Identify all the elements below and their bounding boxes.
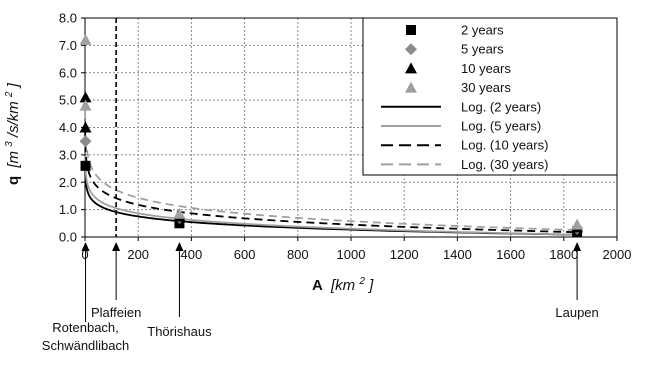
data-point-30-years xyxy=(173,207,186,219)
x-axis-label: A [km 2 ] xyxy=(312,271,374,294)
annotation-label: Laupen xyxy=(555,305,598,320)
data-point-30-years xyxy=(79,33,92,45)
legend-label: Log. (10 years) xyxy=(461,138,548,153)
y-tick-label: 7.0 xyxy=(59,38,77,53)
annotation-arrowhead xyxy=(112,242,121,251)
x-tick-label: 1600 xyxy=(496,247,525,262)
y-axis-label: q [m 3 /s/km 2 ] xyxy=(0,82,22,185)
annotation-label: Plaffeien xyxy=(91,305,141,320)
y-tick-label: 5.0 xyxy=(59,93,77,108)
annotation-label: Rotenbach, xyxy=(52,320,119,335)
site-annotations: Rotenbach, Schwändlibach Plaffeien Thörisha… xyxy=(42,242,599,353)
legend-label: 5 years xyxy=(461,42,504,57)
legend: 2 years 5 years 10 years 30 years Log. (2 ye… xyxy=(362,17,618,176)
annotation-label: Schwändlibach xyxy=(42,338,129,353)
annotation-arrowhead xyxy=(573,242,582,251)
y-tick-labels: 0.0 1.0 2.0 3.0 4.0 5.0 6.0 7.0 8.0 xyxy=(59,11,77,245)
x-tick-label: 1000 xyxy=(337,247,366,262)
data-points xyxy=(79,33,584,237)
data-point-5-years xyxy=(79,135,92,148)
annotation-arrowhead xyxy=(81,242,90,251)
x-tick-label: 2000 xyxy=(603,247,632,262)
y-tick-label: 2.0 xyxy=(59,175,77,190)
legend-label: Log. (30 years) xyxy=(461,157,548,172)
data-point-30-years xyxy=(571,218,584,230)
x-tick-label: 0 xyxy=(81,247,88,262)
y-tick-label: 8.0 xyxy=(59,11,77,26)
y-tick-label: 0.0 xyxy=(59,230,77,245)
legend-label: Log. (2 years) xyxy=(461,99,541,114)
x-tick-labels: 0 200 400 600 800 1000 1200 1400 1600 1800 2000 xyxy=(81,247,631,262)
data-point-10-years xyxy=(79,91,92,103)
legend-label: 10 years xyxy=(461,61,511,76)
x-tick-label: 800 xyxy=(287,247,309,262)
data-point-2-years xyxy=(80,160,91,171)
legend-box xyxy=(362,17,618,176)
y-tick-label: 4.0 xyxy=(59,120,77,135)
annotation-label: Thörishaus xyxy=(147,324,212,339)
legend-label: Log. (5 years) xyxy=(461,119,541,134)
legend-label: 30 years xyxy=(461,80,511,95)
x-tick-label: 1800 xyxy=(549,247,578,262)
y-tick-label: 3.0 xyxy=(59,147,77,162)
data-point-10-years xyxy=(79,121,92,133)
y-tick-label: 1.0 xyxy=(59,202,77,217)
legend-marker xyxy=(406,25,416,35)
trendline-log-2-years xyxy=(84,167,578,236)
x-tick-label: 200 xyxy=(127,247,149,262)
annotation-arrowhead xyxy=(175,242,184,251)
x-tick-label: 400 xyxy=(181,247,203,262)
trendline-log-10-years xyxy=(84,130,578,234)
legend-marker xyxy=(405,43,417,56)
y-tick-label: 6.0 xyxy=(59,65,77,80)
legend-marker xyxy=(405,62,417,74)
legend-label: 2 years xyxy=(461,23,504,38)
legend-marker xyxy=(405,81,417,93)
x-tick-label: 1200 xyxy=(390,247,419,262)
data-point-30-years xyxy=(79,99,92,111)
x-tick-label: 1400 xyxy=(443,247,472,262)
x-tick-label: 600 xyxy=(234,247,256,262)
